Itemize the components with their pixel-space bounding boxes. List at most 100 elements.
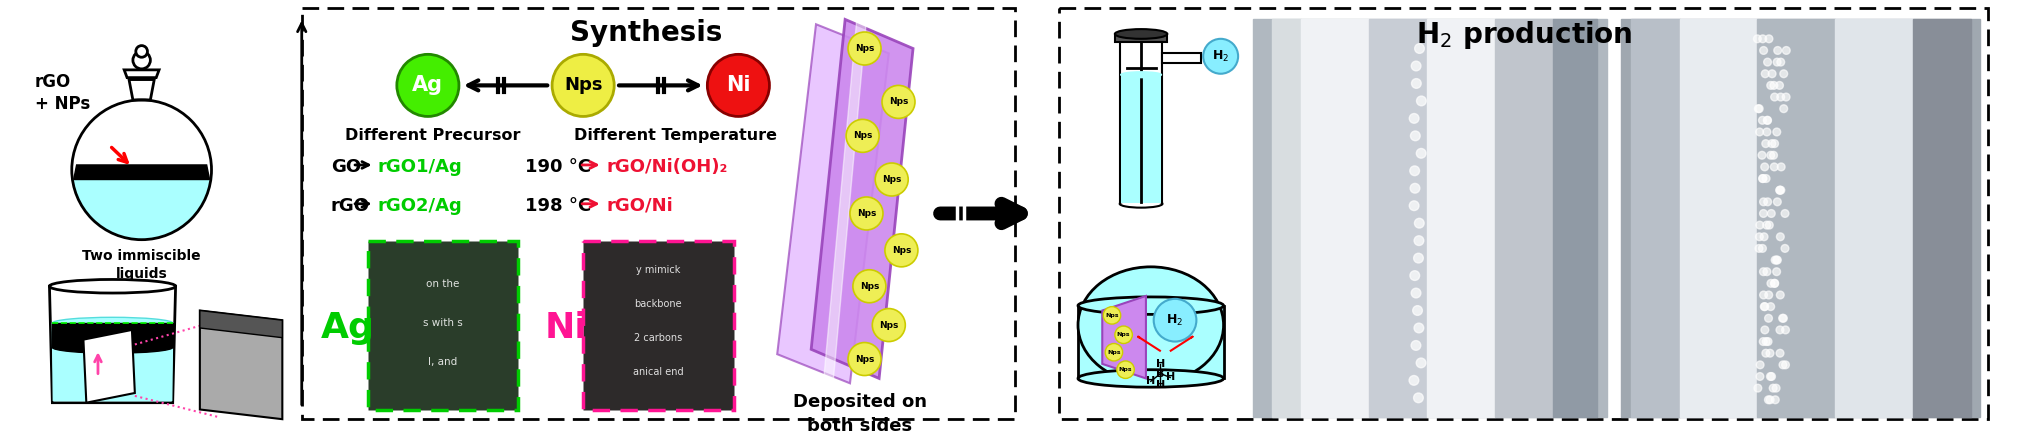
- Circle shape: [1765, 175, 1773, 183]
- Circle shape: [136, 46, 148, 57]
- Circle shape: [1765, 326, 1773, 334]
- Polygon shape: [1120, 42, 1163, 204]
- Circle shape: [1412, 131, 1422, 141]
- Circle shape: [1773, 175, 1781, 183]
- Circle shape: [1779, 198, 1787, 206]
- Circle shape: [707, 54, 770, 116]
- Circle shape: [1410, 253, 1420, 263]
- Text: Ag: Ag: [413, 76, 444, 95]
- Circle shape: [1779, 128, 1787, 136]
- Circle shape: [1757, 338, 1765, 346]
- Circle shape: [1412, 288, 1422, 298]
- Circle shape: [1755, 279, 1763, 287]
- Text: H: H: [1147, 376, 1155, 386]
- Circle shape: [1763, 105, 1771, 113]
- Circle shape: [1777, 187, 1785, 194]
- Polygon shape: [1163, 53, 1201, 63]
- Polygon shape: [1301, 19, 1370, 417]
- Circle shape: [1755, 116, 1763, 124]
- Text: l, and: l, and: [427, 357, 458, 367]
- Circle shape: [1765, 244, 1773, 252]
- Ellipse shape: [1114, 29, 1167, 39]
- Circle shape: [1771, 116, 1779, 124]
- Text: Ni: Ni: [545, 311, 588, 344]
- Polygon shape: [73, 165, 209, 179]
- Text: Nps: Nps: [1106, 313, 1118, 318]
- Circle shape: [1761, 93, 1769, 101]
- Circle shape: [1765, 384, 1771, 392]
- Polygon shape: [1913, 19, 1971, 417]
- Circle shape: [1759, 233, 1767, 240]
- Polygon shape: [1757, 19, 1836, 417]
- Ellipse shape: [1120, 72, 1161, 78]
- Circle shape: [553, 54, 614, 116]
- Circle shape: [1414, 306, 1424, 315]
- Ellipse shape: [1078, 370, 1224, 387]
- Polygon shape: [825, 19, 867, 378]
- Circle shape: [1777, 326, 1785, 334]
- Text: GO: GO: [330, 158, 361, 176]
- Circle shape: [1412, 201, 1422, 210]
- Text: Nps: Nps: [879, 320, 898, 330]
- Text: backbone: backbone: [634, 299, 681, 309]
- Circle shape: [397, 54, 460, 116]
- Polygon shape: [1102, 296, 1147, 378]
- Text: Nps: Nps: [563, 76, 602, 95]
- Circle shape: [1114, 326, 1133, 343]
- Circle shape: [1777, 303, 1785, 311]
- Circle shape: [1765, 81, 1773, 89]
- Circle shape: [1755, 221, 1763, 229]
- Text: Ni: Ni: [725, 76, 752, 95]
- Circle shape: [1416, 61, 1426, 71]
- Circle shape: [1759, 58, 1767, 66]
- Circle shape: [1763, 70, 1771, 78]
- Circle shape: [1761, 233, 1769, 240]
- Circle shape: [1765, 338, 1771, 346]
- Polygon shape: [1078, 306, 1224, 378]
- Circle shape: [849, 32, 881, 65]
- Circle shape: [847, 119, 879, 152]
- Circle shape: [1104, 307, 1120, 324]
- Circle shape: [1416, 149, 1424, 158]
- Circle shape: [1761, 233, 1767, 240]
- Circle shape: [1416, 218, 1424, 228]
- Circle shape: [1767, 81, 1773, 89]
- Circle shape: [1755, 244, 1761, 252]
- Circle shape: [1779, 221, 1787, 229]
- Text: Nps: Nps: [855, 44, 875, 53]
- Text: Two immiscible
liquids: Two immiscible liquids: [83, 249, 201, 281]
- Text: s with s: s with s: [423, 318, 462, 328]
- Text: rGO1/Ag: rGO1/Ag: [377, 158, 462, 176]
- Text: rGO
+ NPs: rGO + NPs: [34, 73, 89, 113]
- Polygon shape: [1272, 19, 1301, 417]
- Text: on the: on the: [425, 279, 460, 290]
- Circle shape: [1757, 140, 1765, 148]
- Circle shape: [1761, 256, 1769, 264]
- Circle shape: [1781, 361, 1789, 369]
- Circle shape: [1781, 384, 1789, 392]
- Circle shape: [1755, 46, 1761, 54]
- Text: H: H: [1157, 380, 1165, 390]
- Circle shape: [1777, 291, 1785, 299]
- Circle shape: [1757, 349, 1765, 357]
- Circle shape: [1203, 39, 1238, 74]
- Circle shape: [1779, 128, 1785, 136]
- Text: Nps: Nps: [1116, 332, 1131, 337]
- Text: Nps: Nps: [857, 209, 875, 218]
- Circle shape: [1779, 198, 1785, 206]
- Polygon shape: [201, 311, 282, 338]
- Circle shape: [1761, 314, 1769, 322]
- Circle shape: [1765, 256, 1773, 264]
- Circle shape: [1414, 183, 1424, 193]
- Polygon shape: [1370, 19, 1428, 417]
- Circle shape: [1781, 187, 1789, 194]
- Ellipse shape: [49, 279, 176, 293]
- Circle shape: [1755, 175, 1761, 183]
- Circle shape: [873, 309, 906, 342]
- Circle shape: [1759, 279, 1767, 287]
- Polygon shape: [71, 170, 211, 240]
- Circle shape: [1773, 314, 1781, 322]
- Ellipse shape: [53, 342, 172, 353]
- Circle shape: [881, 85, 916, 118]
- Text: Nps: Nps: [853, 131, 873, 141]
